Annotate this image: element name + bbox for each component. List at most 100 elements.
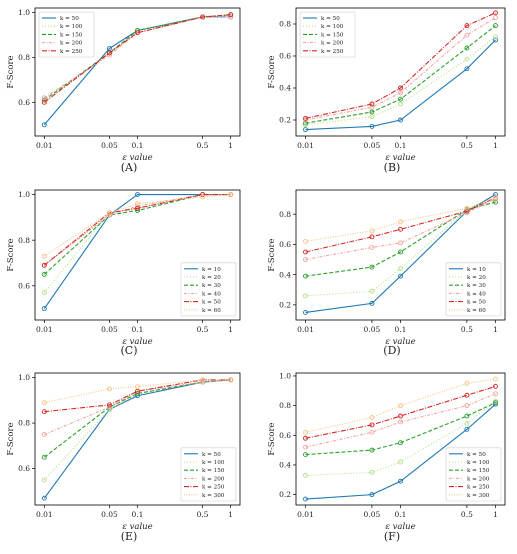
legend-entry: k = 250 bbox=[321, 49, 344, 55]
series-line-5 bbox=[305, 197, 496, 253]
data-point bbox=[135, 192, 140, 198]
data-point bbox=[106, 210, 112, 216]
data-point bbox=[464, 403, 470, 409]
x-tick-label: 0.1 bbox=[395, 325, 407, 334]
data-point bbox=[493, 15, 498, 21]
chart-panel-5: 0.01 0.05 0.1 0.5 1 0.6 0.8 1.0 ε value F-Score k … bbox=[6, 372, 241, 543]
legend-entry: k = 50 bbox=[202, 452, 221, 458]
data-point bbox=[464, 23, 470, 29]
x-tick-label: 0.05 bbox=[101, 510, 118, 519]
data-point bbox=[493, 10, 498, 16]
data-point bbox=[135, 201, 140, 207]
data-point bbox=[464, 380, 470, 386]
data-point bbox=[398, 413, 403, 419]
data-point bbox=[369, 415, 375, 420]
legend-entry: k = 100 bbox=[60, 24, 83, 30]
data-point bbox=[398, 459, 403, 465]
data-point bbox=[135, 30, 140, 36]
data-point bbox=[41, 495, 47, 501]
legend-box bbox=[38, 11, 95, 58]
panel-label: (C) bbox=[121, 344, 138, 357]
x-tick-label: 0.1 bbox=[132, 141, 144, 150]
data-point bbox=[398, 226, 403, 232]
series-line-5 bbox=[44, 379, 231, 413]
data-point bbox=[303, 120, 308, 126]
legend-box bbox=[445, 447, 502, 502]
x-tick-label: 0.1 bbox=[132, 325, 144, 334]
legend-entry: k = 20 bbox=[467, 275, 486, 281]
legend-entry: k = 250 bbox=[467, 485, 490, 491]
data-point bbox=[398, 90, 403, 96]
legend-entry: k = 150 bbox=[321, 32, 344, 38]
series-line-6 bbox=[44, 194, 231, 257]
data-point bbox=[398, 219, 403, 225]
data-point bbox=[493, 23, 498, 29]
legend-entry: k = 200 bbox=[321, 41, 344, 47]
legend-entry: k = 10 bbox=[202, 267, 221, 273]
data-point bbox=[369, 492, 375, 498]
data-point bbox=[369, 114, 375, 120]
x-tick-label: 0.5 bbox=[461, 510, 473, 519]
legend-entry: k = 100 bbox=[467, 460, 490, 466]
legend-entry: k = 300 bbox=[202, 493, 225, 499]
x-tick-label: 0.01 bbox=[297, 510, 314, 519]
x-tick-label: 1 bbox=[493, 325, 498, 334]
y-tick-label: 1.0 bbox=[18, 373, 30, 382]
series-line-1 bbox=[305, 194, 496, 313]
data-point bbox=[106, 402, 112, 408]
x-tick-label: 0.01 bbox=[36, 325, 53, 334]
y-tick-label: 0.4 bbox=[279, 84, 291, 93]
series-line-5 bbox=[43, 194, 231, 266]
panel-label: (F) bbox=[384, 530, 400, 543]
data-point bbox=[41, 262, 47, 268]
legend-entry: k = 60 bbox=[467, 308, 486, 314]
legend-entry: k = 50 bbox=[202, 300, 221, 306]
series-line-4 bbox=[43, 194, 231, 266]
data-point bbox=[369, 244, 375, 250]
x-tick-label: 0.01 bbox=[36, 510, 53, 519]
data-point bbox=[41, 454, 47, 460]
series-line-4 bbox=[305, 17, 496, 121]
data-point bbox=[493, 383, 498, 389]
series-line-2 bbox=[305, 400, 496, 476]
chart-panel-3: 0.01 0.05 0.1 0.5 1 0.6 0.8 1.0 ε value F-Score k … bbox=[6, 189, 241, 357]
chart-panel-1: 0.01 0.05 0.1 0.5 1 0.6 0.8 1.0 ε value F-Score k … bbox=[6, 7, 241, 174]
data-point bbox=[398, 273, 403, 279]
data-point bbox=[200, 377, 206, 383]
data-point bbox=[303, 127, 308, 133]
x-tick-label: 0.5 bbox=[461, 141, 473, 150]
data-point bbox=[228, 12, 234, 18]
y-tick-label: 0.4 bbox=[279, 270, 291, 279]
data-point bbox=[398, 240, 403, 246]
legend-entry: k = 30 bbox=[467, 283, 486, 289]
data-point bbox=[493, 192, 498, 197]
data-point bbox=[493, 391, 498, 397]
data-point bbox=[464, 56, 470, 62]
data-point bbox=[303, 452, 308, 458]
series-line-4 bbox=[305, 198, 496, 261]
data-point bbox=[135, 393, 140, 399]
x-tick-label: 0.05 bbox=[101, 325, 118, 334]
data-point bbox=[41, 122, 47, 128]
series-line-3 bbox=[305, 402, 496, 456]
data-point bbox=[493, 34, 498, 40]
legend-entry: k = 150 bbox=[467, 468, 490, 474]
data-point bbox=[398, 440, 403, 446]
legend-entry: k = 300 bbox=[467, 493, 490, 499]
data-point bbox=[369, 104, 375, 110]
data-point bbox=[106, 50, 112, 56]
x-tick-label: 0.5 bbox=[197, 325, 209, 334]
series-line-1 bbox=[305, 39, 496, 131]
data-point bbox=[41, 400, 47, 406]
series-line-5 bbox=[305, 12, 496, 119]
panel-label: (B) bbox=[384, 161, 401, 174]
legend-entry: k = 50 bbox=[467, 452, 486, 458]
legend-entry: k = 250 bbox=[202, 485, 225, 491]
data-point bbox=[41, 99, 47, 105]
data-point bbox=[303, 309, 308, 315]
legend-box bbox=[180, 447, 237, 502]
data-point bbox=[41, 306, 47, 312]
data-point bbox=[464, 208, 470, 214]
data-point bbox=[464, 205, 470, 211]
x-tick-label: 0.01 bbox=[297, 141, 314, 150]
